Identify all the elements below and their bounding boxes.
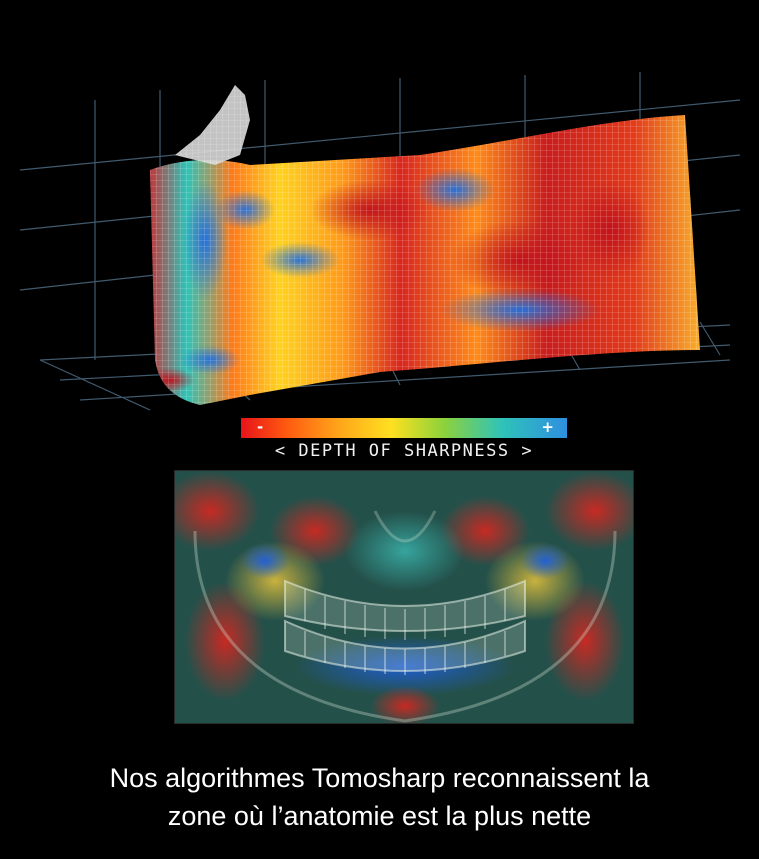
caption-line-2: zone où l’anatomie est la plus nette: [167, 801, 592, 831]
caption-line-1: Nos algorithmes Tomosharp reconnaissent …: [109, 763, 650, 793]
sharpness-color-scale: - +: [241, 418, 567, 438]
scale-title: < DEPTH OF SHARPNESS >: [274, 441, 534, 461]
xray-image: [175, 471, 633, 723]
scale-minus-label: -: [257, 418, 264, 436]
scale-plus-label: +: [541, 418, 554, 436]
sharpness-surface-3d: [19, 72, 741, 411]
caption: Nos algorithmes Tomosharp reconnaissent …: [0, 759, 759, 835]
panoramic-xray-heatmap: [174, 470, 634, 724]
tooth-tip-wireframe: [175, 85, 250, 165]
